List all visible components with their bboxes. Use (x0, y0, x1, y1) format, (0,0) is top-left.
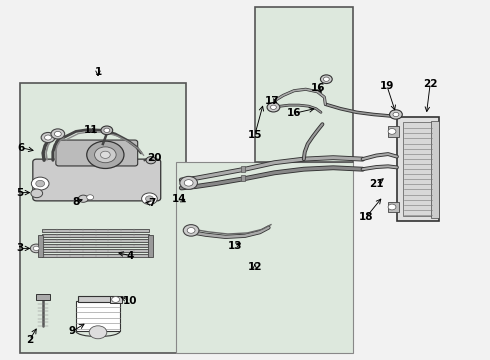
Circle shape (78, 195, 88, 202)
Text: 19: 19 (380, 81, 394, 91)
Bar (148, 235, 153, 257)
Bar (42, 244, 149, 247)
Bar (110, 296, 122, 303)
Bar (36, 294, 50, 300)
Circle shape (146, 196, 153, 202)
Bar (431, 121, 439, 218)
Circle shape (36, 180, 45, 187)
Text: 3: 3 (16, 243, 23, 253)
Circle shape (388, 204, 396, 210)
Bar (403, 122, 433, 216)
Text: 1: 1 (95, 67, 101, 77)
Circle shape (112, 297, 120, 302)
Circle shape (31, 189, 43, 198)
Text: 12: 12 (247, 262, 262, 272)
Text: 2: 2 (26, 335, 33, 345)
Bar (241, 175, 245, 181)
Bar (42, 239, 149, 242)
Circle shape (54, 131, 61, 136)
Text: 7: 7 (148, 198, 156, 208)
Text: 14: 14 (172, 194, 186, 204)
Text: 10: 10 (122, 296, 137, 306)
Bar (42, 234, 149, 237)
Circle shape (101, 126, 113, 135)
Bar (42, 254, 149, 257)
Bar (397, 117, 439, 221)
Circle shape (31, 177, 49, 190)
Circle shape (183, 225, 199, 236)
FancyBboxPatch shape (33, 159, 161, 201)
Circle shape (89, 326, 107, 339)
Circle shape (33, 246, 39, 251)
Text: 18: 18 (359, 212, 374, 222)
Bar (38, 235, 43, 257)
Bar (42, 249, 149, 252)
Circle shape (87, 195, 94, 200)
Circle shape (270, 105, 276, 109)
Circle shape (45, 135, 51, 140)
Circle shape (41, 132, 55, 143)
Text: 16: 16 (287, 108, 301, 118)
Text: 20: 20 (147, 153, 162, 163)
Text: 8: 8 (73, 197, 79, 207)
Text: 11: 11 (83, 125, 98, 135)
Circle shape (323, 77, 329, 81)
Circle shape (180, 176, 197, 189)
Text: 16: 16 (311, 83, 326, 93)
Bar (176, 162, 353, 353)
Text: 6: 6 (17, 143, 24, 153)
Text: 22: 22 (423, 78, 438, 89)
Text: 15: 15 (247, 130, 262, 140)
Bar (388, 202, 399, 212)
Bar (241, 166, 245, 172)
Circle shape (320, 75, 332, 84)
Circle shape (51, 129, 65, 139)
Bar (78, 296, 118, 302)
Text: 21: 21 (369, 179, 384, 189)
Bar (255, 7, 353, 162)
Text: 17: 17 (265, 96, 280, 106)
Circle shape (100, 151, 110, 158)
Circle shape (95, 147, 116, 163)
Circle shape (30, 244, 42, 253)
Bar (20, 83, 186, 353)
Circle shape (187, 228, 195, 233)
Bar (42, 229, 149, 232)
Circle shape (393, 112, 399, 117)
Circle shape (267, 103, 280, 112)
Text: 13: 13 (228, 240, 243, 251)
Circle shape (104, 128, 110, 132)
Bar (388, 126, 399, 137)
Circle shape (184, 180, 193, 186)
Bar (76, 301, 120, 331)
Circle shape (87, 141, 124, 168)
Circle shape (142, 193, 157, 204)
Text: 9: 9 (69, 326, 76, 336)
Text: 5: 5 (16, 188, 23, 198)
Circle shape (146, 157, 156, 164)
FancyBboxPatch shape (56, 140, 138, 166)
Circle shape (388, 129, 396, 134)
Text: 4: 4 (126, 251, 134, 261)
Circle shape (390, 110, 402, 119)
